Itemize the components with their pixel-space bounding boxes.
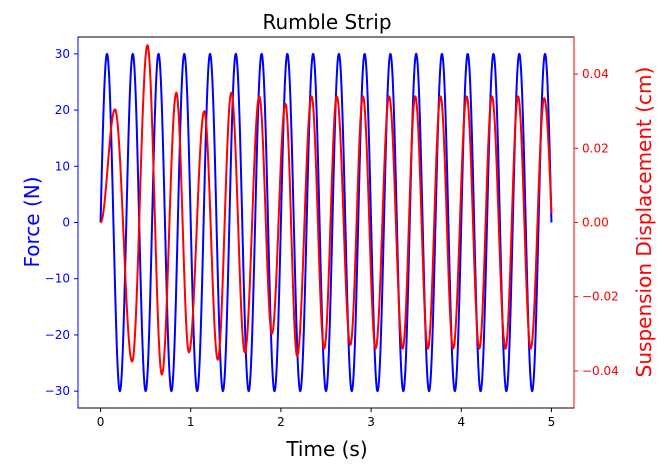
chart-title: Rumble Strip [262,10,391,34]
x-tick-label: 5 [548,415,556,429]
y-left-tick-label: 0 [62,216,70,230]
x-tick-label: 3 [367,415,375,429]
plot-area [77,36,575,409]
x-axis: 0 1 2 3 4 5 [97,408,556,429]
y-axis-left: −30 −20 −10 0 10 20 30 [45,47,78,398]
y-left-tick-label: 20 [55,103,70,117]
y-axis-left-label: Force (N) [20,176,44,267]
y-right-tick-label: −0.02 [582,290,619,304]
y-right-tick-label: −0.04 [582,364,619,378]
y-axis-right: −0.04 −0.02 0.00 0.02 0.04 [574,67,619,378]
y-left-tick-label: −10 [45,272,70,286]
y-right-tick-label: 0.00 [582,216,609,230]
y-right-tick-label: 0.04 [582,67,609,81]
series-displacement-line [99,44,553,376]
x-tick-label: 4 [457,415,465,429]
x-axis-label: Time (s) [285,437,367,461]
x-tick-label: 0 [97,415,105,429]
y-left-tick-label: 10 [55,159,70,173]
y-axis-right-label: Suspension Displacement (cm) [632,67,656,378]
y-right-tick-label: 0.02 [582,141,609,155]
y-left-tick-label: −20 [45,328,70,342]
y-left-tick-label: 30 [55,47,70,61]
x-tick-label: 1 [187,415,195,429]
series-layer [99,44,553,393]
x-tick-label: 2 [277,415,285,429]
y-left-tick-label: −30 [45,384,70,398]
